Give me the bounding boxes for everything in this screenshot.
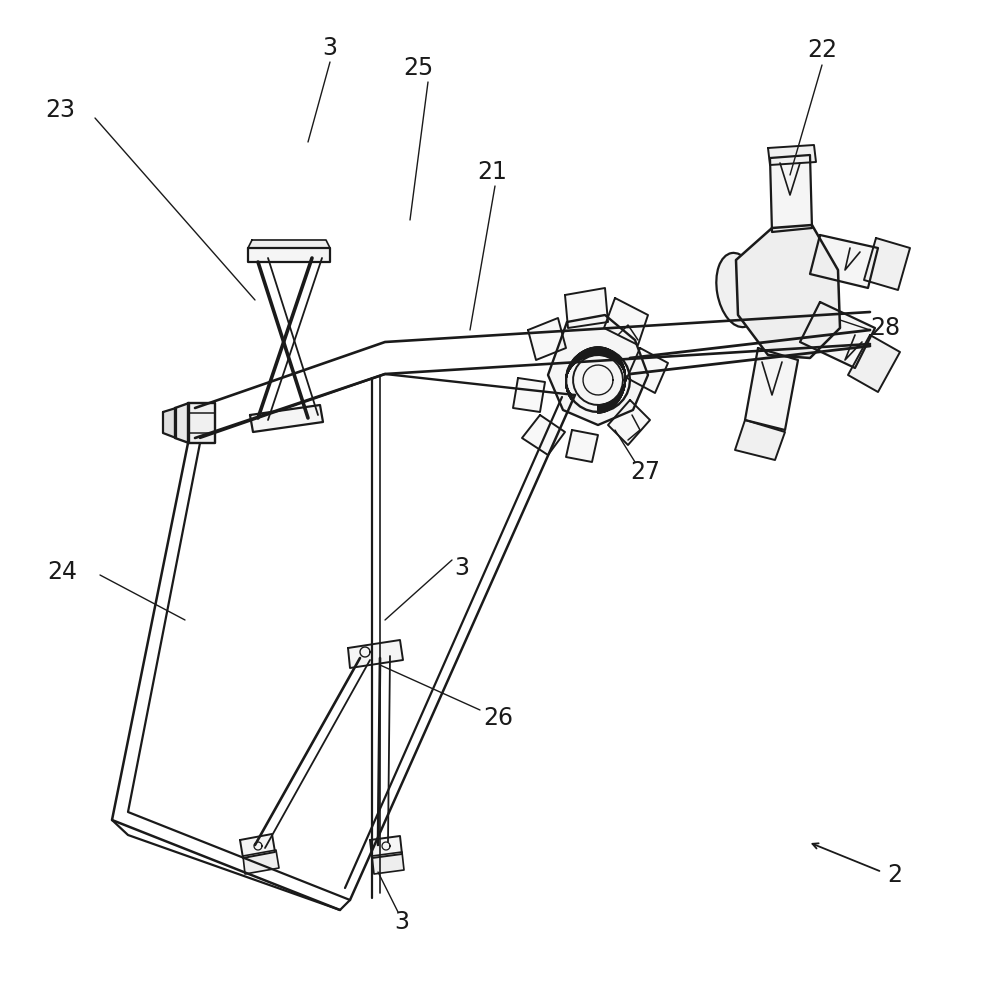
Polygon shape <box>248 248 330 262</box>
Polygon shape <box>250 405 323 432</box>
Polygon shape <box>608 400 650 445</box>
Polygon shape <box>175 403 189 443</box>
Text: 22: 22 <box>807 38 837 62</box>
Polygon shape <box>248 240 330 248</box>
Text: 3: 3 <box>395 910 410 934</box>
Polygon shape <box>548 315 648 425</box>
Text: 3: 3 <box>455 556 470 580</box>
Polygon shape <box>348 640 403 668</box>
Text: 25: 25 <box>403 56 433 80</box>
Polygon shape <box>513 378 545 412</box>
Text: 26: 26 <box>483 706 513 730</box>
Polygon shape <box>528 318 566 360</box>
Text: 21: 21 <box>477 160 507 184</box>
Polygon shape <box>735 420 785 460</box>
Polygon shape <box>163 408 176 438</box>
Polygon shape <box>372 852 404 874</box>
Polygon shape <box>243 850 279 874</box>
Polygon shape <box>522 415 565 455</box>
Polygon shape <box>745 348 798 430</box>
Polygon shape <box>770 155 812 232</box>
Polygon shape <box>566 430 598 462</box>
Polygon shape <box>864 238 910 290</box>
Polygon shape <box>736 225 840 358</box>
Polygon shape <box>370 836 402 858</box>
Text: 2: 2 <box>888 863 902 887</box>
Ellipse shape <box>716 253 760 327</box>
Polygon shape <box>565 288 608 328</box>
Text: 23: 23 <box>45 98 75 122</box>
Polygon shape <box>800 302 875 368</box>
Text: 3: 3 <box>323 36 338 60</box>
Text: 24: 24 <box>47 560 77 584</box>
Polygon shape <box>848 335 900 392</box>
Polygon shape <box>627 348 668 393</box>
Polygon shape <box>188 403 215 443</box>
Polygon shape <box>768 145 816 165</box>
Polygon shape <box>810 235 878 288</box>
Polygon shape <box>604 298 648 345</box>
Polygon shape <box>240 834 275 858</box>
Text: 27: 27 <box>630 460 660 484</box>
Text: 28: 28 <box>870 316 900 340</box>
